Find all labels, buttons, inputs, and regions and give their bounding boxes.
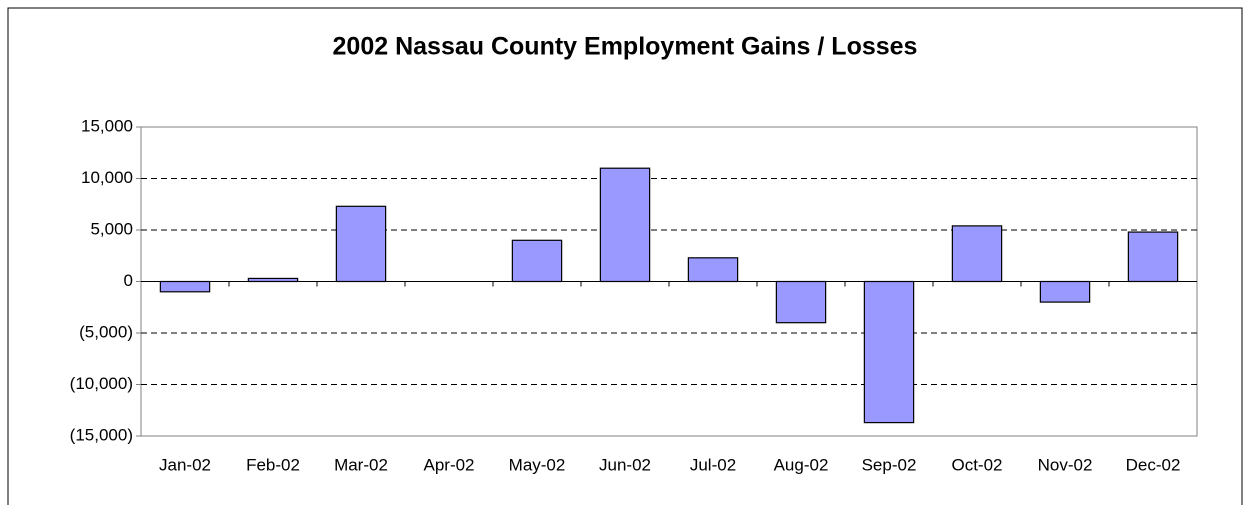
bar xyxy=(1039,280,1091,303)
y-tick-label: 5,000 xyxy=(90,219,133,238)
bar xyxy=(511,239,563,283)
x-tick-label: Mar-02 xyxy=(334,455,388,474)
x-tick-label: Dec-02 xyxy=(1126,455,1181,474)
bar xyxy=(775,280,827,324)
chart-title: 2002 Nassau County Employment Gains / Lo… xyxy=(333,33,918,61)
x-tick-label: Feb-02 xyxy=(246,455,300,474)
x-tick-label: Jul-02 xyxy=(690,455,736,474)
bar xyxy=(1127,231,1179,283)
x-tick-label: May-02 xyxy=(509,455,566,474)
bar xyxy=(863,280,915,424)
x-tick-label: Jun-02 xyxy=(599,455,651,474)
bar xyxy=(159,280,211,293)
x-tick-label: Nov-02 xyxy=(1038,455,1093,474)
y-tick-label: 10,000 xyxy=(81,168,133,187)
x-tick-label: Apr-02 xyxy=(423,455,474,474)
y-tick-label: 15,000 xyxy=(81,116,133,135)
bar xyxy=(687,257,739,283)
x-tick-label: Sep-02 xyxy=(862,455,917,474)
chart-frame xyxy=(7,7,1243,505)
x-tick-label: Aug-02 xyxy=(774,455,829,474)
y-tick-label: (10,000) xyxy=(70,374,133,393)
y-tick-label: (5,000) xyxy=(79,322,133,341)
bar xyxy=(951,225,1003,283)
y-tick-label: (15,000) xyxy=(70,425,133,444)
bar xyxy=(599,167,651,283)
x-tick-label: Oct-02 xyxy=(951,455,1002,474)
bar xyxy=(335,205,387,283)
y-tick-label: 0 xyxy=(124,271,133,290)
x-tick-label: Jan-02 xyxy=(159,455,211,474)
